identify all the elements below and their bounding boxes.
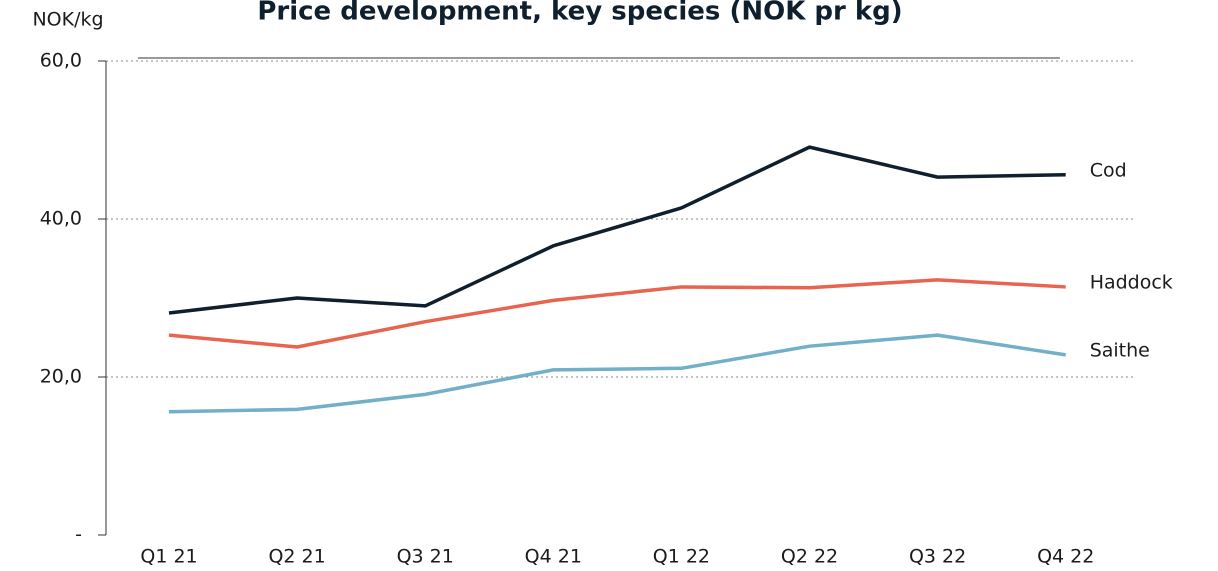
y-tick-label: 20,0 [40,366,82,388]
x-tick-label: Q3 21 [397,546,454,568]
series-line [168,145,1066,315]
series-label: Saithe [1090,339,1150,361]
y-tick-label: - [75,524,82,546]
series-label: Haddock [1090,271,1173,293]
series-line [168,333,1066,414]
x-tick-label: Q2 21 [268,546,325,568]
y-tick-label: 60,0 [40,50,82,72]
x-tick-label: Q3 22 [909,546,966,568]
series-line [168,278,1066,349]
x-tick-label: Q1 21 [140,546,197,568]
series-label: Cod [1090,159,1127,181]
x-tick-label: Q1 22 [653,546,710,568]
y-axis-label: NOK/kg [32,9,103,31]
x-tick-label: Q2 22 [781,546,838,568]
x-tick-label: Q4 21 [525,546,582,568]
x-tick-label: Q4 22 [1037,546,1094,568]
chart-title: Price development, key species (NOK pr k… [257,0,902,27]
y-tick-label: 40,0 [40,208,82,230]
